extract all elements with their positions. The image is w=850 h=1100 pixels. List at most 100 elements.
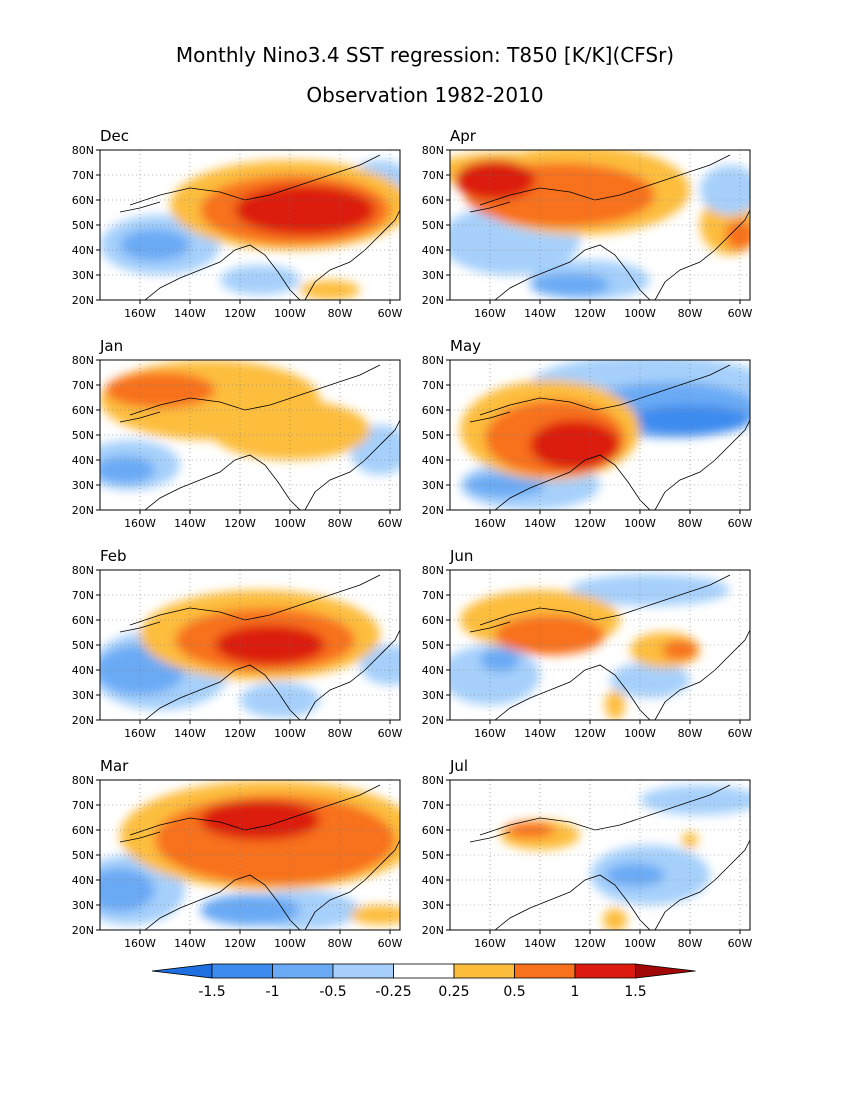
- gridlines: [100, 360, 400, 510]
- colorbar-segment: [393, 963, 455, 979]
- anomaly-region: [495, 615, 605, 655]
- anomaly-region: [200, 800, 320, 840]
- lat-label: 60N: [72, 194, 94, 207]
- lat-label: 40N: [72, 664, 94, 677]
- contour-field: [450, 150, 750, 300]
- lat-label: 30N: [422, 479, 444, 492]
- contour-field: [100, 160, 400, 300]
- lat-label: 60N: [422, 404, 444, 417]
- lat-label: 20N: [72, 294, 94, 307]
- lat-label: 60N: [422, 194, 444, 207]
- lon-label: 160W: [474, 517, 506, 530]
- colorbar-segment: [574, 963, 636, 979]
- coastline: [469, 784, 750, 930]
- gridlines: [450, 780, 750, 930]
- anomaly-region: [215, 625, 325, 665]
- month-label: Mar: [100, 757, 129, 775]
- anomaly-region: [725, 220, 750, 250]
- month-label: Jul: [449, 757, 468, 775]
- lat-label: 50N: [72, 639, 94, 652]
- lat-label: 30N: [422, 899, 444, 912]
- month-label: Jan: [99, 337, 123, 355]
- coastline: [119, 574, 400, 720]
- map-panel-feb: 80N 70N 60N 50N 40N 30N 20N 160W 140W 120W 100W 80W…: [72, 547, 403, 740]
- lon-label: 120W: [574, 517, 606, 530]
- anomaly-region: [240, 682, 320, 718]
- lat-label: 80N: [422, 774, 444, 787]
- figure-title: Monthly Nino3.4 SST regression: T850 [K/…: [176, 43, 674, 67]
- lon-label: 120W: [574, 727, 606, 740]
- lat-label: 80N: [72, 564, 94, 577]
- lat-label: 20N: [422, 294, 444, 307]
- anomaly-region: [605, 863, 665, 887]
- lon-label: 100W: [624, 727, 656, 740]
- lat-label: 70N: [422, 169, 444, 182]
- lon-label: 160W: [474, 937, 506, 950]
- map-panel-may: 80N 70N 60N 50N 40N 30N 20N 160W 140W 120W 100W 80W…: [422, 337, 753, 530]
- month-label: Jun: [449, 547, 473, 565]
- month-label: Dec: [100, 127, 129, 145]
- lat-label: 80N: [422, 564, 444, 577]
- anomaly-region: [603, 908, 627, 930]
- anomaly-region: [455, 160, 535, 200]
- lat-label: 80N: [72, 144, 94, 157]
- lat-label: 40N: [72, 874, 94, 887]
- colorbar-label: 1.5: [624, 984, 646, 1000]
- lat-label: 20N: [72, 504, 94, 517]
- lon-label: 160W: [124, 307, 156, 320]
- lon-label: 120W: [224, 727, 256, 740]
- lat-label: 20N: [422, 504, 444, 517]
- lat-label: 40N: [422, 244, 444, 257]
- lon-label: 80W: [328, 307, 353, 320]
- lon-label: 60W: [378, 727, 403, 740]
- lon-label: 140W: [524, 937, 556, 950]
- lat-label: 30N: [422, 689, 444, 702]
- anomaly-region: [605, 690, 625, 720]
- lat-label: 80N: [422, 144, 444, 157]
- lat-label: 30N: [72, 899, 94, 912]
- lat-label: 60N: [422, 824, 444, 837]
- contour-field: [100, 360, 400, 490]
- lat-label: 20N: [72, 714, 94, 727]
- map-panel-jun: 80N 70N 60N 50N 40N 30N 20N 160W 140W 120W 100W 80W…: [422, 547, 753, 740]
- contour-field: [500, 785, 750, 930]
- coastline: [119, 154, 400, 300]
- colorbar-right-arrow: [635, 963, 696, 979]
- colorbar-segment: [332, 963, 394, 979]
- lon-label: 140W: [174, 307, 206, 320]
- colorbar-segment: [514, 963, 576, 979]
- lat-label: 60N: [72, 824, 94, 837]
- lon-label: 160W: [474, 727, 506, 740]
- anomaly-region: [235, 185, 375, 235]
- lon-label: 140W: [174, 937, 206, 950]
- lon-label: 160W: [124, 517, 156, 530]
- lat-label: 40N: [72, 244, 94, 257]
- lat-label: 40N: [422, 874, 444, 887]
- lon-label: 80W: [678, 727, 703, 740]
- lat-label: 70N: [72, 589, 94, 602]
- lon-label: 100W: [624, 937, 656, 950]
- lat-label: 60N: [422, 614, 444, 627]
- lat-label: 50N: [72, 219, 94, 232]
- lon-label: 100W: [274, 727, 306, 740]
- anomaly-region: [100, 868, 155, 912]
- month-label: May: [450, 337, 481, 355]
- colorbar-segment: [272, 963, 334, 979]
- colorbar-left-arrow: [151, 963, 213, 979]
- lat-label: 50N: [72, 429, 94, 442]
- colorbar-segment: [453, 963, 515, 979]
- coastline: [469, 574, 750, 720]
- anomaly-region: [350, 905, 400, 925]
- lon-label: 140W: [174, 517, 206, 530]
- lon-label: 60W: [378, 937, 403, 950]
- anomaly-region: [465, 473, 545, 497]
- lon-label: 140W: [174, 727, 206, 740]
- colorbar: -1.5 -1 -0.5 -0.25 0.25 0.5 1 1.5: [151, 963, 696, 1000]
- lat-label: 50N: [422, 849, 444, 862]
- gridlines: [450, 150, 750, 300]
- lon-label: 80W: [678, 517, 703, 530]
- lon-label: 120W: [224, 517, 256, 530]
- coastline: [119, 784, 400, 930]
- month-label: Apr: [450, 127, 477, 145]
